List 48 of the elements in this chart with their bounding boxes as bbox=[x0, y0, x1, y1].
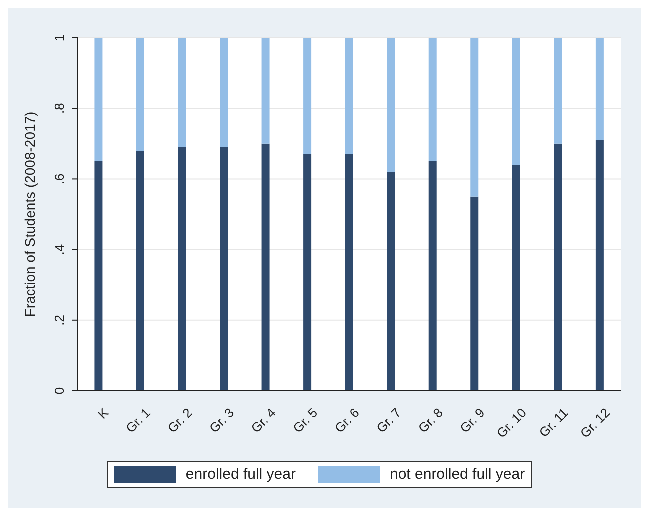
bar bbox=[470, 38, 479, 197]
bar bbox=[596, 140, 604, 391]
bar bbox=[596, 38, 604, 140]
y-tick-label: .8 bbox=[52, 103, 67, 114]
bar bbox=[304, 154, 312, 391]
bar bbox=[387, 38, 396, 172]
x-tick-label: Gr. 3 bbox=[206, 405, 238, 436]
legend-label: enrolled full year bbox=[184, 466, 296, 483]
bar bbox=[387, 172, 396, 391]
bar bbox=[262, 144, 270, 391]
bar bbox=[304, 38, 312, 154]
x-tick-label: Gr. 5 bbox=[290, 405, 321, 436]
bar bbox=[554, 38, 562, 144]
bar bbox=[345, 154, 354, 391]
x-tick-label: Gr. 11 bbox=[536, 405, 572, 440]
bar bbox=[136, 38, 144, 151]
x-tick-label: Gr. 6 bbox=[332, 405, 362, 436]
y-tick-label: .4 bbox=[52, 244, 67, 256]
x-tick-label: Gr. 7 bbox=[374, 405, 404, 436]
x-tick-label: K bbox=[95, 405, 112, 422]
y-axis-title: Fraction of Students (2008-2017) bbox=[22, 112, 38, 318]
bar bbox=[470, 196, 479, 391]
bar bbox=[94, 38, 103, 162]
x-tick-label: Gr. 10 bbox=[494, 405, 530, 441]
bar bbox=[136, 150, 144, 391]
bar bbox=[262, 38, 270, 144]
bar bbox=[428, 38, 437, 162]
bar bbox=[512, 165, 520, 391]
bar bbox=[345, 38, 354, 154]
legend-label: not enrolled full year bbox=[388, 466, 526, 483]
bar bbox=[220, 147, 228, 391]
y-tick-label: 1 bbox=[52, 34, 67, 42]
bar bbox=[220, 38, 228, 148]
bar bbox=[554, 144, 562, 391]
y-tick-label: .2 bbox=[52, 314, 67, 326]
y-tick-label: .6 bbox=[52, 174, 67, 185]
y-tick-label: 0 bbox=[52, 387, 67, 395]
x-tick-label: Gr. 1 bbox=[123, 405, 154, 436]
x-tick-label: Gr. 4 bbox=[248, 405, 279, 436]
x-tick-label: Gr. 12 bbox=[577, 405, 614, 441]
bar bbox=[94, 162, 103, 391]
bar bbox=[428, 162, 437, 391]
x-tick-label: Gr. 8 bbox=[415, 405, 446, 436]
bar bbox=[178, 147, 186, 391]
bar bbox=[512, 38, 520, 166]
x-tick-label: Gr. 2 bbox=[164, 405, 196, 436]
x-tick-label: Gr. 9 bbox=[457, 405, 488, 436]
bar bbox=[178, 38, 186, 148]
